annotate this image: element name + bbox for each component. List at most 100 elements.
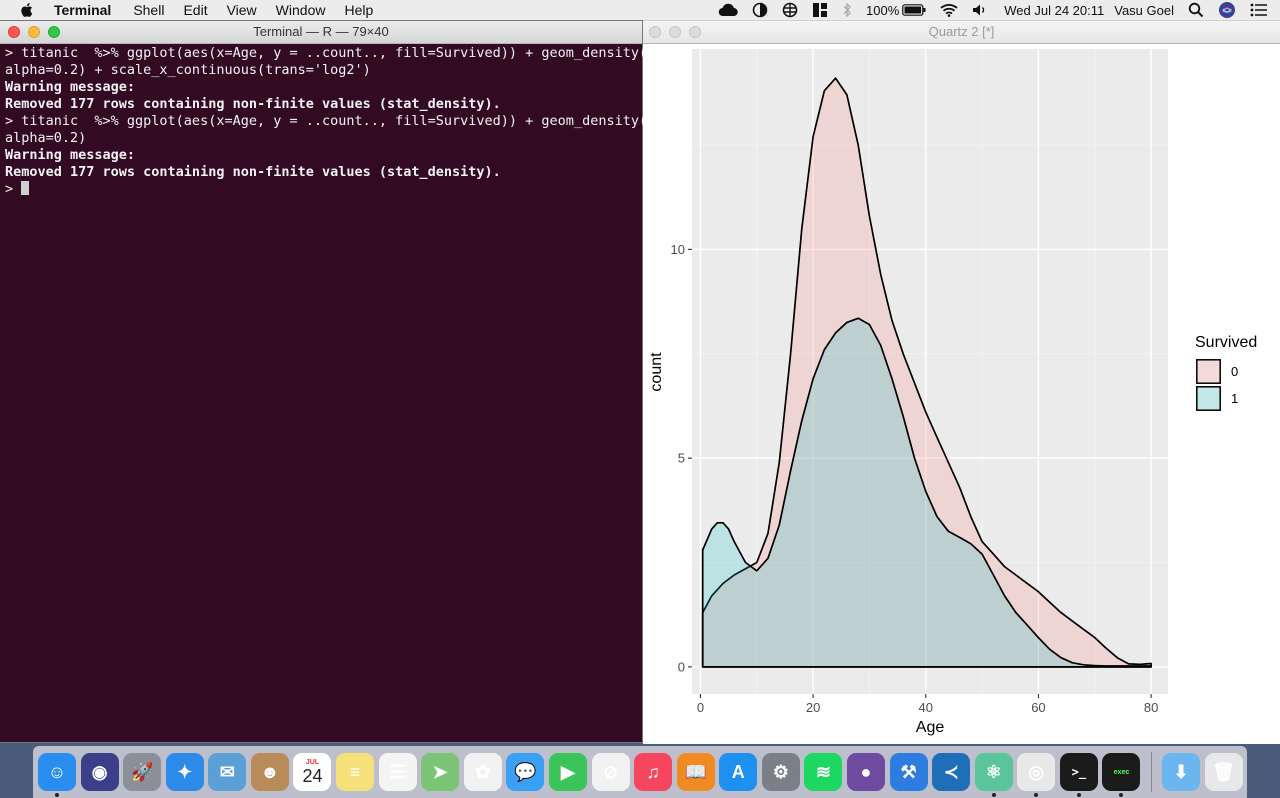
window-grid-icon[interactable] (812, 2, 828, 18)
menubar-user[interactable]: Vasu Goel (1114, 2, 1174, 18)
quartz-titlebar[interactable]: Quartz 2 [*] (643, 21, 1280, 44)
minimize-button[interactable] (28, 26, 40, 38)
zoom-button[interactable] (48, 26, 60, 38)
battery-icon[interactable] (902, 4, 926, 16)
menubar-clock[interactable]: Wed Jul 24 20:11 (1004, 2, 1105, 18)
terminal-output[interactable]: > titanic %>% ggplot(aes(x=Age, y = ..co… (0, 44, 648, 199)
legend-key-background (1196, 386, 1221, 411)
photos-icon[interactable]: ✿ (463, 753, 502, 791)
maps-icon[interactable]: ➤ (421, 753, 460, 791)
xcode-icon[interactable]: ⚒ (889, 753, 928, 791)
spotify-icon[interactable]: ≋ (804, 753, 843, 791)
close-button[interactable] (8, 26, 20, 38)
atom-icon[interactable]: ⚛ (974, 753, 1013, 797)
bluetooth-icon[interactable] (842, 2, 852, 18)
safari-icon[interactable]: ✦ (165, 753, 204, 791)
terminal-line: alpha=0.2) + scale_x_continuous(trans='l… (5, 62, 371, 78)
dock-icon-glyph: ⚒ (900, 761, 917, 782)
github-icon[interactable]: ● (846, 753, 885, 791)
dock-icon-glyph: ⬇ (1173, 761, 1189, 782)
legend-title: Survived (1195, 334, 1257, 351)
reminders-icon[interactable]: ☰ (378, 753, 417, 791)
y-axis: 0 5 10 (671, 242, 692, 674)
minimize-button[interactable] (669, 26, 681, 38)
terminal-line: > (5, 181, 22, 197)
legend-label: 1 (1231, 391, 1238, 406)
legend-keys: 01 (1196, 359, 1238, 411)
dock-icon-glyph: ≡ (349, 761, 361, 782)
plot-panel-background (692, 49, 1168, 694)
zoom-button[interactable] (689, 26, 701, 38)
terminal-line: Removed 177 rows containing non-finite v… (5, 164, 501, 180)
apple-menu-icon[interactable] (20, 2, 40, 18)
siri-status-icon[interactable] (1218, 1, 1236, 19)
half-circle-icon[interactable] (752, 2, 768, 18)
dock-icon-glyph: ⚙ (772, 761, 789, 782)
volume-icon[interactable] (972, 3, 988, 17)
dock-icon-glyph: ☰ (389, 761, 406, 782)
dock-icon-glyph: ➤ (432, 761, 448, 782)
menu-app-name[interactable]: Terminal (54, 2, 112, 18)
running-indicator (991, 793, 996, 797)
trash-icon[interactable]: 🗑 (1204, 753, 1243, 791)
music-icon[interactable]: ♫ (634, 753, 673, 791)
menu-help[interactable]: Help (344, 2, 374, 18)
messages-icon[interactable]: 💬 (506, 753, 545, 791)
downloads-folder-icon[interactable]: ⬇ (1162, 753, 1201, 791)
dock-icon-glyph: ◉ (91, 761, 108, 782)
menu-edit[interactable]: Edit (183, 2, 208, 18)
terminal-line: Warning message: (5, 147, 136, 163)
terminal-line: > titanic %>% ggplot(aes(x=Age, y = ..co… (5, 45, 648, 61)
calendar-month-label: JUL (305, 759, 320, 766)
legend-label: 0 (1231, 364, 1238, 379)
menu-shell[interactable]: Shell (133, 2, 165, 18)
terminal-line: > titanic %>% ggplot(aes(x=Age, y = ..co… (5, 113, 648, 129)
x-tick-label: 40 (919, 700, 933, 715)
notes-icon[interactable]: ≡ (336, 753, 375, 791)
launchpad-icon[interactable]: 🚀 (123, 753, 162, 791)
terminal-title: Terminal — R — 79×40 (253, 24, 389, 39)
facetime-icon[interactable]: ▶ (548, 753, 587, 791)
dock-icon-glyph: ✉ (219, 761, 235, 782)
terminal-line: Warning message: (5, 79, 136, 95)
wifi-icon[interactable] (940, 3, 958, 17)
x-tick-label: 0 (697, 700, 704, 715)
contacts-icon[interactable]: ☻ (250, 753, 289, 791)
news-icon[interactable]: ⊘ (591, 753, 630, 791)
app-store-icon[interactable]: A (719, 753, 758, 791)
vscode-icon[interactable]: ≺ (932, 753, 971, 791)
close-button[interactable] (649, 26, 661, 38)
major-gridlines (692, 49, 1168, 694)
dock-icon-glyph: ≋ (815, 761, 831, 782)
spotlight-search-icon[interactable] (1188, 2, 1204, 18)
status-globe-icon[interactable] (782, 2, 798, 18)
creative-cloud-icon[interactable] (718, 3, 738, 17)
dock-icon-glyph: ☺ (47, 761, 67, 782)
dock-icon-glyph: ♫ (646, 761, 660, 782)
system-preferences-icon[interactable]: ⚙ (761, 753, 800, 791)
terminal-icon[interactable]: >_ (1059, 753, 1098, 797)
terminal-window[interactable]: Terminal — R — 79×40 > titanic %>% ggplo… (0, 21, 648, 742)
calendar-icon[interactable]: JUL 24 (293, 753, 332, 791)
finder-icon[interactable]: ☺ (38, 753, 76, 797)
exec-icon[interactable]: exec (1102, 753, 1141, 797)
legend: Survived 01 (1195, 334, 1257, 411)
dock-icon-glyph: 💬 (514, 761, 537, 782)
chrome-icon[interactable]: ◎ (1017, 753, 1056, 797)
dock-icon-glyph: ✦ (177, 761, 193, 782)
quartz-window[interactable]: Quartz 2 [*] 0 20 40 60 80 0 5 10 Age count Su… (643, 21, 1280, 744)
dock-icon-glyph: ⊘ (602, 761, 619, 782)
menu-view[interactable]: View (226, 2, 257, 18)
menu-window[interactable]: Window (275, 2, 326, 18)
quartz-title: Quartz 2 [*] (928, 24, 995, 39)
siri-icon[interactable]: ◉ (80, 753, 119, 791)
legend-key-swatch (1196, 386, 1221, 411)
dock-icon-glyph: ✿ (475, 761, 491, 782)
books-icon[interactable]: 📖 (676, 753, 715, 791)
x-axis-title: Age (916, 719, 945, 736)
dock-icon-glyph: ▶ (561, 761, 575, 782)
dock-icon-glyph: ≺ (943, 761, 959, 782)
notification-center-icon[interactable] (1250, 3, 1268, 17)
mail-icon[interactable]: ✉ (208, 753, 247, 791)
terminal-titlebar[interactable]: Terminal — R — 79×40 (0, 21, 642, 44)
